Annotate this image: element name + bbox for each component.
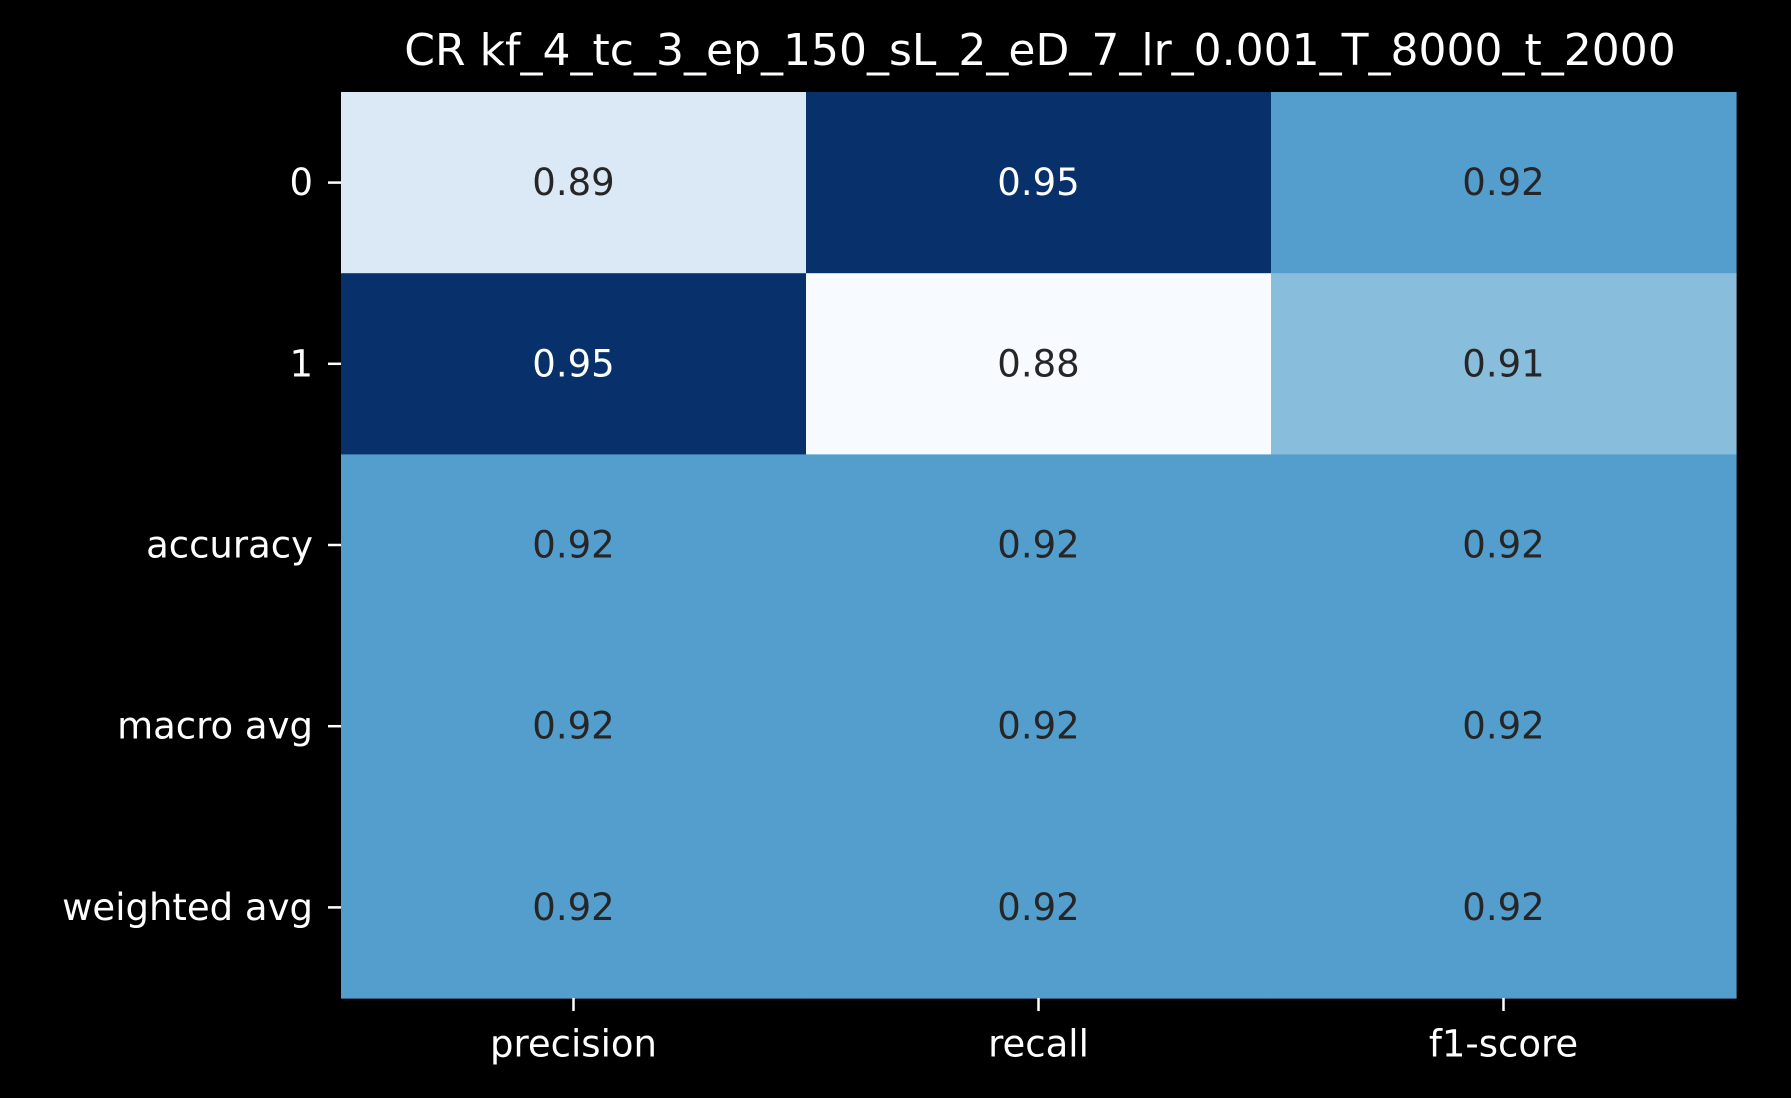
y-axis: 0 1 accuracy macro avg weighted avg [62,161,341,929]
heatmap-cell [1271,816,1737,999]
cell-value-label: 0.92 [532,524,614,567]
y-tick-label: weighted avg [62,886,313,929]
heatmap-cell [1271,92,1737,274]
heatmap-cell [341,92,807,274]
chart-title: CR kf_4_tc_3_ep_150_sL_2_eD_7_lr_0.001_T… [404,25,1675,76]
heatmap-cells [341,92,1737,999]
cell-value-label: 0.92 [1462,161,1544,204]
cell-value-label: 0.92 [1462,524,1544,567]
heatmap-cell [341,816,807,999]
cell-value-label: 0.92 [532,705,614,748]
heatmap-cell [806,454,1272,637]
heatmap-cell [1271,635,1737,818]
heatmap-cell [806,635,1272,818]
cell-value-label: 0.88 [997,342,1079,385]
heatmap-cell [806,92,1272,274]
cell-value-label: 0.92 [1462,705,1544,748]
cell-value-label: 0.92 [997,886,1079,929]
heatmap-cell [341,635,807,818]
x-tick-label: precision [490,1023,657,1066]
cell-value-label: 0.92 [1462,886,1544,929]
cell-value-label: 0.91 [1462,342,1544,385]
cell-value-label: 0.92 [997,705,1079,748]
y-tick-label: 1 [289,342,313,385]
heatmap-cell-labels: 0.89 0.95 0.92 0.95 0.88 0.91 0.92 0.92 0.92 0.92… [532,161,1544,929]
cell-value-label: 0.92 [997,524,1079,567]
cell-value-label: 0.92 [532,886,614,929]
heatmap-cell [806,816,1272,999]
heatmap-cell [341,273,807,455]
y-tick-label: macro avg [117,705,313,748]
cell-value-label: 0.95 [532,342,614,385]
heatmap-cell [341,454,807,637]
heatmap-cell [806,273,1272,455]
cell-value-label: 0.95 [997,161,1079,204]
x-axis: precision recall f1-score [490,998,1578,1066]
heatmap-cell [1271,273,1737,455]
y-tick-label: 0 [289,161,313,204]
heatmap-cell [1271,454,1737,637]
x-tick-label: f1-score [1429,1023,1578,1066]
cell-value-label: 0.89 [532,161,614,204]
x-tick-label: recall [988,1023,1089,1066]
y-tick-label: accuracy [146,524,313,567]
